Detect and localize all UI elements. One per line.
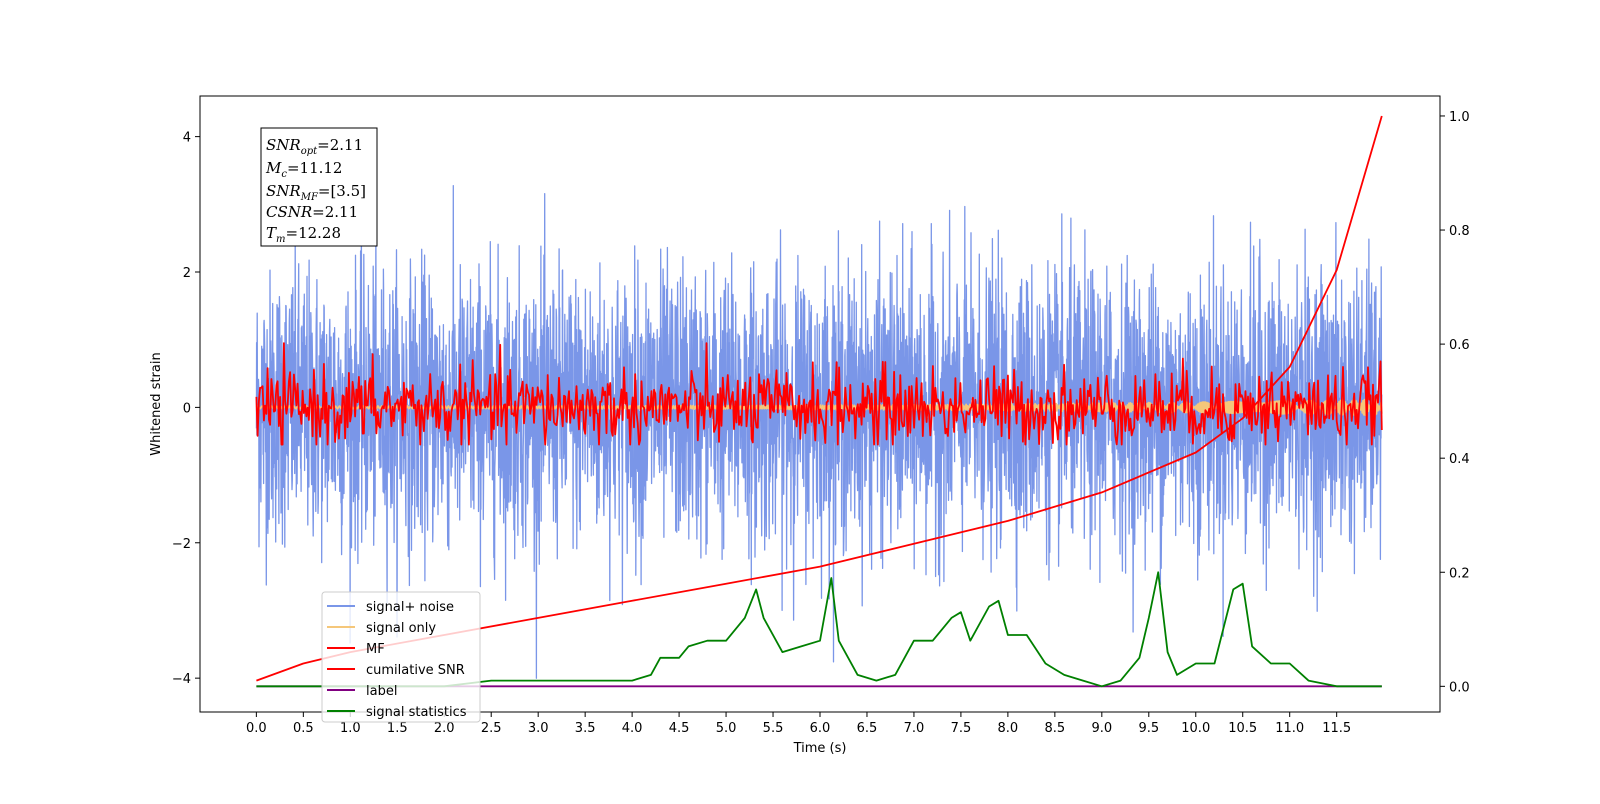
legend-label: label bbox=[366, 684, 397, 699]
x-tick-label: 9.5 bbox=[1138, 721, 1159, 736]
x-tick-label: 2.0 bbox=[434, 721, 455, 736]
y2-tick-label: 0.6 bbox=[1449, 338, 1470, 353]
info-snr-mf-value: =[3.5] bbox=[318, 182, 366, 200]
info-snr-mf: SNRMF=[3.5] bbox=[266, 182, 366, 203]
legend-label: cumilative SNR bbox=[366, 663, 465, 678]
x-tick-label: 8.0 bbox=[998, 721, 1019, 736]
x-tick-label: 0.0 bbox=[246, 721, 267, 736]
info-box: SNRopt=2.11 Mc=11.12 SNRMF=[3.5] CSNR=2.… bbox=[260, 127, 378, 247]
y2-tick-label: 0.4 bbox=[1449, 452, 1470, 467]
y2-tick-label: 0.2 bbox=[1449, 566, 1470, 581]
info-mc-value: =11.12 bbox=[287, 159, 343, 177]
y-tick-label: 2 bbox=[183, 266, 191, 281]
info-csnr-value: =2.11 bbox=[312, 203, 358, 221]
x-axis: 0.0 0.5 1.0 1.5 2.0 2.5 3.0 3.5 4.0 4.5 5.0 5.5 6.0 6… bbox=[246, 712, 1351, 736]
legend-frame bbox=[321, 591, 481, 723]
y2-tick-label: 1.0 bbox=[1449, 110, 1470, 125]
x-tick-label: 11.5 bbox=[1322, 721, 1351, 736]
x-tick-label: 5.5 bbox=[763, 721, 784, 736]
x-tick-label: 0.5 bbox=[293, 721, 314, 736]
legend-label: MF bbox=[366, 642, 385, 657]
x-tick-label: 4.5 bbox=[669, 721, 690, 736]
x-tick-label: 7.5 bbox=[951, 721, 972, 736]
x-tick-label: 8.5 bbox=[1045, 721, 1066, 736]
info-tm: Tm=12.28 bbox=[266, 224, 341, 245]
info-tm-value: =12.28 bbox=[286, 224, 342, 242]
series-line-signal-statistics bbox=[256, 571, 1382, 688]
x-tick-label: 2.5 bbox=[481, 721, 502, 736]
y-tick-label: −2 bbox=[172, 537, 191, 552]
series-line-mf bbox=[255, 342, 1383, 446]
info-csnr: CSNR=2.11 bbox=[266, 203, 358, 221]
series-line-signal-noise bbox=[255, 185, 1383, 679]
x-tick-label: 5.0 bbox=[716, 721, 737, 736]
x-tick-label: 3.0 bbox=[528, 721, 549, 736]
x-axis-label: Time (s) bbox=[793, 741, 847, 756]
x-tick-label: 1.0 bbox=[340, 721, 361, 736]
x-tick-label: 10.5 bbox=[1228, 721, 1257, 736]
info-mc: Mc=11.12 bbox=[265, 159, 342, 180]
x-tick-label: 7.0 bbox=[904, 721, 925, 736]
x-tick-label: 10.0 bbox=[1181, 721, 1210, 736]
x-tick-label: 6.5 bbox=[857, 721, 878, 736]
legend-label: signal+ noise bbox=[366, 600, 454, 615]
info-snr-opt: SNRopt=2.11 bbox=[266, 136, 363, 157]
legend: signal+ noise signal only MF cumilative SNR… bbox=[321, 591, 481, 723]
x-tick-label: 11.0 bbox=[1275, 721, 1304, 736]
info-snr-opt-value: =2.11 bbox=[317, 136, 363, 154]
y2-tick-label: 0.0 bbox=[1449, 680, 1470, 695]
info-box-frame bbox=[260, 127, 378, 247]
x-tick-label: 9.0 bbox=[1091, 721, 1112, 736]
x-tick-label: 1.5 bbox=[387, 721, 408, 736]
y-axis-right: 0.0 0.2 0.4 0.6 0.8 1.0 bbox=[1440, 110, 1470, 695]
y-tick-label: −4 bbox=[172, 672, 191, 687]
x-tick-label: 6.0 bbox=[810, 721, 831, 736]
y-axis-left: −4 −2 0 2 4 bbox=[172, 131, 200, 687]
x-tick-label: 3.5 bbox=[575, 721, 596, 736]
y2-tick-label: 0.8 bbox=[1449, 224, 1470, 239]
y-axis-label: Whitened strain bbox=[149, 352, 164, 455]
legend-label: signal only bbox=[366, 621, 436, 636]
x-tick-label: 4.0 bbox=[622, 721, 643, 736]
y-tick-label: 0 bbox=[183, 401, 191, 416]
legend-label: signal statistics bbox=[366, 705, 467, 720]
y-tick-label: 4 bbox=[183, 131, 191, 146]
